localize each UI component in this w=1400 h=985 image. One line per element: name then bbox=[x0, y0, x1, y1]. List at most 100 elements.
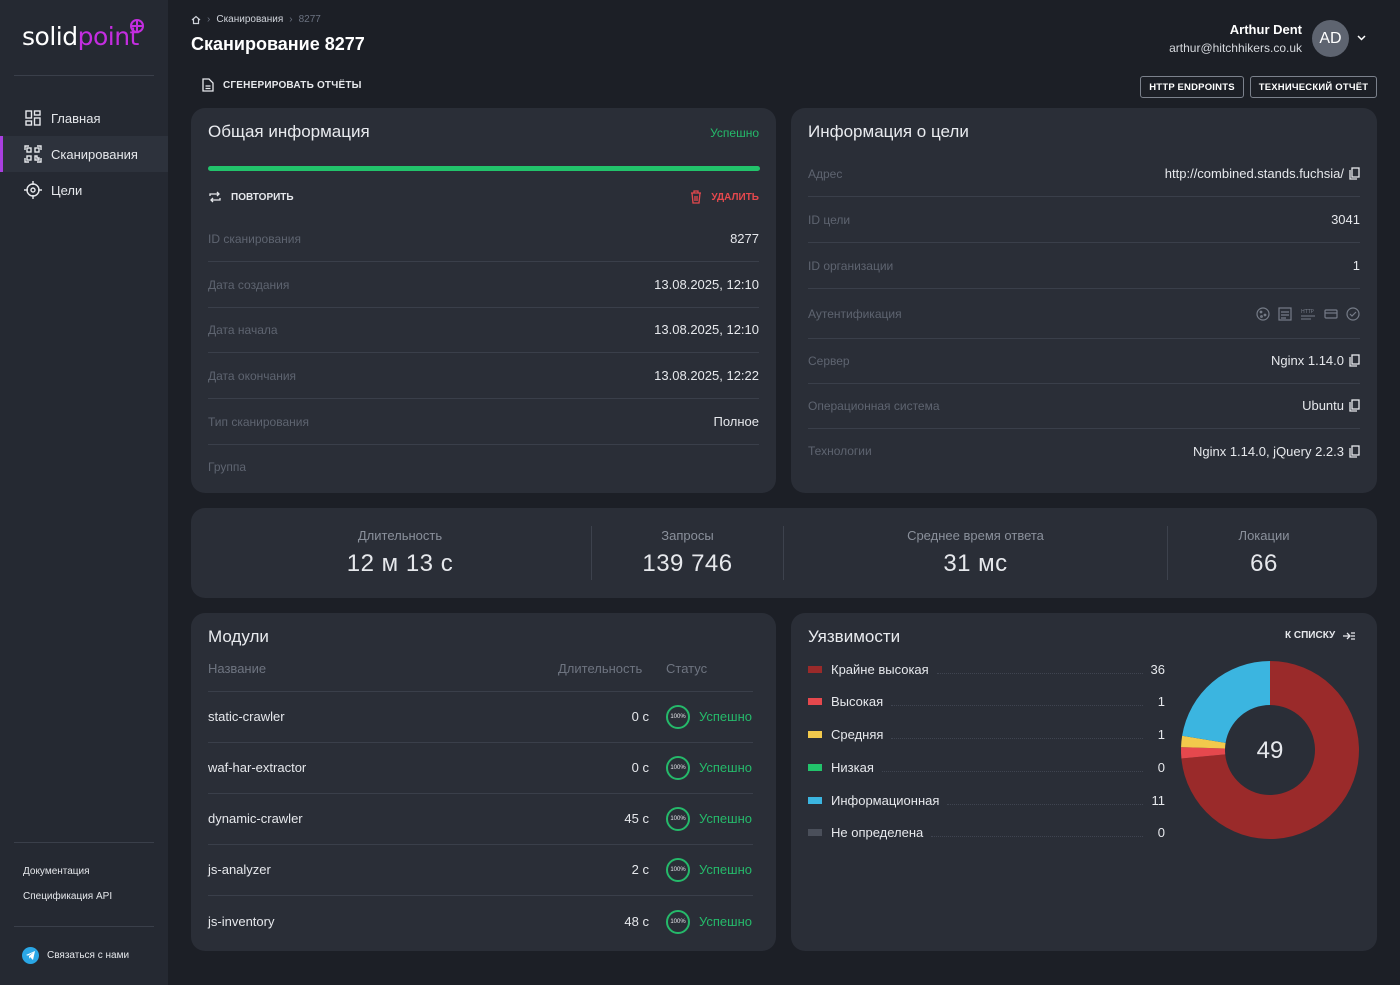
breadcrumb-current: 8277 bbox=[298, 14, 321, 25]
card-title: Модули bbox=[208, 627, 269, 646]
vulnerability-donut-chart: 49 bbox=[1181, 661, 1359, 839]
sidebar-item-home[interactable]: Главная bbox=[0, 100, 168, 136]
stat-avg-response: Среднее время ответа 31 мс bbox=[907, 528, 1044, 577]
sidebar-divider bbox=[14, 842, 154, 843]
legend-swatch bbox=[808, 796, 822, 804]
scan-progress-bar bbox=[208, 166, 760, 171]
to-list-button[interactable]: К СПИСКУ bbox=[1285, 630, 1356, 641]
progress-ring: 100% bbox=[666, 756, 690, 780]
breadcrumb-separator: › bbox=[207, 14, 211, 25]
technical-report-button[interactable]: ТЕХНИЧЕСКИЙ ОТЧЁТ bbox=[1250, 76, 1377, 98]
arrow-list-icon bbox=[1343, 631, 1356, 640]
info-row-group: Группа bbox=[208, 460, 247, 474]
http-auth-icon: HTTP bbox=[1301, 309, 1315, 319]
table-row[interactable]: waf-har-extractor 0 с 100% Успешно bbox=[208, 743, 753, 794]
legend-item[interactable]: Средняя 1 bbox=[808, 724, 1165, 744]
stat-requests: Запросы 139 746 bbox=[642, 528, 733, 577]
info-row-created: Дата создания 13.08.2025, 12:10 bbox=[208, 262, 759, 308]
scan-stats-card: Длительность 12 м 13 с Запросы 139 746 Сре… bbox=[191, 508, 1377, 598]
card-title: Информация о цели bbox=[808, 122, 969, 141]
target-info-card: Информация о цели Адрес http://combined.s… bbox=[791, 108, 1377, 493]
info-row-started: Дата начала 13.08.2025, 12:10 bbox=[208, 307, 759, 353]
cookie-icon bbox=[1256, 306, 1270, 321]
http-endpoints-button[interactable]: HTTP ENDPOINTS bbox=[1140, 76, 1244, 98]
legend-swatch bbox=[808, 665, 822, 673]
progress-ring: 100% bbox=[666, 705, 690, 729]
trash-icon bbox=[691, 190, 702, 204]
target-row-target-id: ID цели 3041 bbox=[808, 197, 1360, 243]
target-row-server: Сервер Nginx 1.14.0 bbox=[808, 338, 1360, 384]
svg-text:HTTP: HTTP bbox=[1301, 309, 1314, 315]
repeat-icon bbox=[209, 191, 221, 203]
progress-ring: 100% bbox=[666, 858, 690, 882]
sidebar-item-label: Главная bbox=[51, 110, 101, 126]
donut-slice[interactable] bbox=[1182, 661, 1270, 743]
copy-icon[interactable] bbox=[1349, 444, 1360, 458]
copy-icon[interactable] bbox=[1349, 167, 1360, 180]
sidebar-item-label: Сканирования bbox=[51, 146, 138, 162]
table-header-divider bbox=[208, 691, 753, 692]
progress-ring: 100% bbox=[666, 910, 690, 934]
stat-divider bbox=[783, 526, 784, 580]
telegram-icon bbox=[22, 947, 39, 964]
target-row-org-id: ID организации 1 bbox=[808, 243, 1360, 289]
chevron-down-icon[interactable] bbox=[1357, 33, 1366, 42]
card-title: Общая информация bbox=[208, 122, 370, 141]
legend-item[interactable]: Низкая 0 bbox=[808, 757, 1165, 777]
stat-locations: Локации 66 bbox=[1238, 528, 1290, 577]
card-icon bbox=[1324, 308, 1338, 319]
legend-item[interactable]: Информационная 11 bbox=[808, 790, 1165, 810]
user-name: Arthur Dent bbox=[1229, 22, 1302, 37]
sidebar-divider bbox=[14, 75, 154, 76]
progress-ring: 100% bbox=[666, 807, 690, 831]
legend-swatch bbox=[808, 697, 822, 705]
repeat-button[interactable]: ПОВТОРИТЬ bbox=[208, 190, 294, 204]
contact-us-link[interactable]: Связаться с нами bbox=[22, 947, 129, 964]
legend-item[interactable]: Высокая 1 bbox=[808, 691, 1165, 711]
donut-slice[interactable] bbox=[1181, 735, 1226, 749]
card-title: Уязвимости bbox=[808, 627, 901, 646]
logo-star-icon bbox=[130, 19, 144, 33]
document-icon bbox=[202, 78, 214, 92]
breadcrumb-scans[interactable]: Сканирования bbox=[216, 14, 284, 25]
docs-link[interactable]: Документация bbox=[23, 866, 90, 877]
legend-swatch bbox=[808, 828, 822, 836]
table-row[interactable]: js-inventory 48 с 100% Успешно bbox=[208, 897, 753, 948]
column-header-duration[interactable]: Длительность bbox=[558, 661, 643, 676]
target-row-address: Адрес http://combined.stands.fuchsia/ bbox=[808, 151, 1360, 197]
copy-icon[interactable] bbox=[1349, 399, 1360, 412]
sidebar: solidpoint Главная Сканирования Цели Док… bbox=[0, 0, 168, 985]
info-row-scan-id: ID сканирования 8277 bbox=[208, 216, 759, 262]
sidebar-item-targets[interactable]: Цели bbox=[0, 172, 168, 208]
table-row[interactable]: js-analyzer 2 с 100% Успешно bbox=[208, 845, 753, 896]
avatar[interactable]: AD bbox=[1312, 20, 1349, 57]
sidebar-item-scans[interactable]: Сканирования bbox=[0, 136, 168, 172]
generate-reports-button[interactable]: СГЕНЕРИРОВАТЬ ОТЧЁТЫ bbox=[202, 78, 362, 92]
sidebar-item-label: Цели bbox=[51, 182, 83, 198]
stat-divider bbox=[1167, 526, 1168, 580]
table-row[interactable]: dynamic-crawler 45 с 100% Успешно bbox=[208, 794, 753, 845]
api-spec-link[interactable]: Спецификация API bbox=[23, 891, 113, 902]
copy-icon[interactable] bbox=[1349, 354, 1360, 367]
stat-divider bbox=[591, 526, 592, 580]
vulnerabilities-card: Уязвимости К СПИСКУ Крайне высокая 36 Выс… bbox=[791, 613, 1377, 951]
legend-item[interactable]: Не определена 0 bbox=[808, 822, 1165, 842]
legend-swatch bbox=[808, 763, 822, 771]
breadcrumb: › Сканирования › 8277 bbox=[191, 14, 321, 25]
check-circle-icon bbox=[1346, 306, 1360, 321]
user-info[interactable]: Arthur Dent arthur@hitchhikers.co.uk bbox=[1169, 22, 1302, 55]
delete-button[interactable]: УДАЛИТЬ bbox=[690, 190, 759, 204]
target-row-os: Операционная система Ubuntu bbox=[808, 383, 1360, 429]
table-row[interactable]: static-crawler 0 с 100% Успешно bbox=[208, 692, 753, 743]
qr-scan-icon bbox=[24, 145, 42, 163]
home-icon[interactable] bbox=[191, 15, 201, 25]
column-header-status[interactable]: Статус bbox=[666, 661, 708, 676]
solidpoint-logo[interactable]: solidpoint bbox=[22, 19, 144, 51]
donut-slice[interactable] bbox=[1181, 747, 1226, 759]
column-header-name[interactable]: Название bbox=[208, 661, 267, 676]
legend-swatch bbox=[808, 730, 822, 738]
info-row-scan-type: Тип сканирования Полное bbox=[208, 399, 759, 445]
legend-item[interactable]: Крайне высокая 36 bbox=[808, 659, 1165, 679]
donut-slice[interactable] bbox=[1181, 661, 1359, 839]
stat-duration: Длительность 12 м 13 с bbox=[346, 528, 454, 577]
